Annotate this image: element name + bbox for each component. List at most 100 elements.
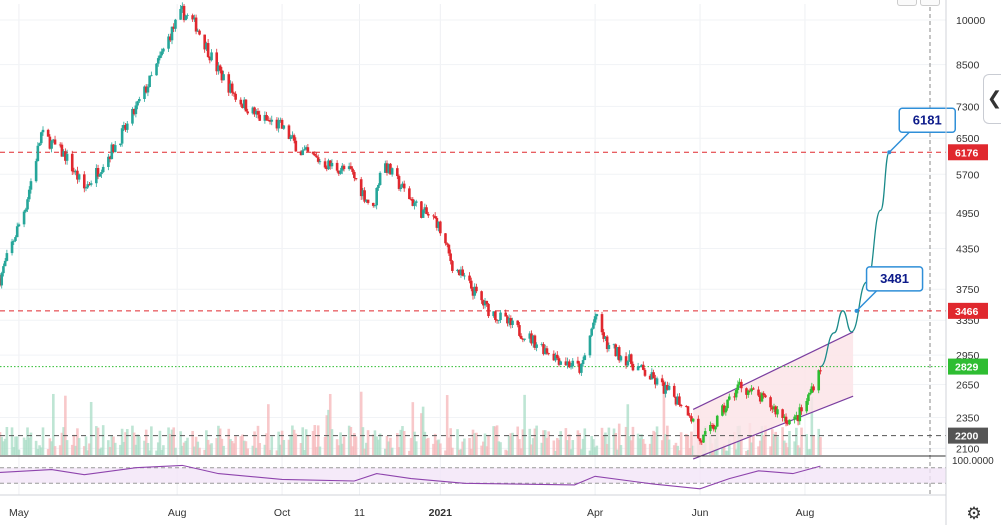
candle-body bbox=[396, 168, 399, 177]
candle-body bbox=[788, 419, 791, 425]
candle-body bbox=[385, 163, 389, 173]
candle-body bbox=[614, 344, 618, 357]
volume-bar bbox=[643, 443, 647, 455]
volume-bar bbox=[303, 449, 306, 455]
candle-body bbox=[734, 389, 738, 398]
volume-bar bbox=[10, 427, 14, 455]
candle-body bbox=[463, 275, 466, 277]
candle-body bbox=[399, 187, 403, 189]
volume-bar bbox=[473, 433, 477, 455]
volume-bar bbox=[218, 428, 222, 455]
top-toolbar-button[interactable] bbox=[897, 0, 917, 6]
projection-line bbox=[820, 151, 890, 368]
candle-body bbox=[342, 165, 346, 170]
candle-body bbox=[655, 378, 659, 385]
volume-bar bbox=[270, 436, 274, 455]
y-tick-label: 8500 bbox=[956, 60, 980, 72]
volume-bar bbox=[402, 431, 406, 455]
candle-body bbox=[559, 361, 563, 365]
candle-body bbox=[10, 241, 14, 254]
candle-body bbox=[449, 253, 452, 262]
candle-body bbox=[234, 93, 237, 100]
gear-icon[interactable]: ⚙ bbox=[966, 504, 982, 523]
candle-body bbox=[684, 406, 688, 407]
volume-bar bbox=[62, 427, 65, 455]
candle-body bbox=[595, 314, 599, 317]
callout-pointer bbox=[856, 290, 878, 312]
candle-body bbox=[349, 166, 353, 169]
candle-body bbox=[772, 406, 776, 410]
volume-bar bbox=[817, 428, 821, 455]
candle-body bbox=[784, 416, 788, 424]
volume-bar bbox=[325, 415, 329, 455]
candle-body bbox=[511, 320, 514, 325]
volume-bar bbox=[120, 428, 124, 455]
volume-bar bbox=[82, 446, 86, 455]
price-level-label: 2200 bbox=[955, 431, 979, 443]
volume-bar bbox=[88, 443, 91, 455]
volume-bar bbox=[222, 445, 225, 455]
volume-bar bbox=[475, 432, 478, 455]
volume-bar bbox=[186, 437, 189, 455]
volume-bar bbox=[750, 442, 753, 455]
volume-bar bbox=[533, 428, 537, 455]
candle-body bbox=[750, 388, 753, 392]
volume-bar bbox=[227, 428, 231, 455]
volume-bar bbox=[174, 447, 177, 455]
volume-bar bbox=[107, 440, 110, 455]
candle-body bbox=[217, 65, 220, 72]
candle-body bbox=[602, 332, 606, 339]
candle-body bbox=[48, 136, 52, 149]
volume-bar bbox=[612, 428, 616, 455]
candle-body bbox=[76, 170, 79, 180]
candle-body bbox=[184, 15, 188, 21]
candle-body bbox=[390, 168, 394, 175]
volume-bar bbox=[354, 436, 358, 455]
volume-bar bbox=[143, 440, 146, 455]
volume-bar bbox=[509, 433, 513, 455]
candle-body bbox=[456, 269, 459, 271]
candle-body bbox=[120, 128, 124, 144]
candle-body bbox=[150, 75, 153, 77]
volume-bar bbox=[660, 440, 664, 455]
candle-body bbox=[280, 119, 284, 129]
y-tick-label: 2100 bbox=[956, 443, 980, 455]
candle-body bbox=[155, 63, 158, 76]
volume-bar bbox=[507, 435, 511, 455]
volume-bar bbox=[784, 442, 788, 455]
volume-bar bbox=[511, 432, 514, 455]
volume-bar bbox=[733, 432, 736, 455]
candle-body bbox=[764, 395, 767, 398]
candle-body bbox=[796, 415, 800, 422]
candle-body bbox=[327, 160, 330, 170]
volume-bar bbox=[576, 430, 580, 455]
channel-lower-line bbox=[692, 395, 854, 460]
candle-body bbox=[568, 361, 571, 368]
candle-body bbox=[277, 120, 280, 129]
chevron-left-icon[interactable]: ❮ bbox=[983, 74, 1001, 124]
volume-bar bbox=[523, 394, 526, 455]
volume-bar bbox=[640, 434, 643, 455]
volume-bar bbox=[330, 429, 334, 455]
top-toolbar-button[interactable] bbox=[920, 0, 940, 6]
volume-bar bbox=[518, 439, 521, 455]
candle-body bbox=[318, 161, 322, 163]
candle-body bbox=[523, 338, 526, 340]
volume-bar bbox=[220, 438, 224, 455]
volume-bar bbox=[363, 448, 366, 455]
candle-body bbox=[487, 303, 490, 317]
candle-body bbox=[77, 174, 81, 180]
candle-body bbox=[494, 311, 497, 320]
candle-body bbox=[758, 395, 762, 402]
candle-body bbox=[516, 320, 520, 326]
volume-bar bbox=[604, 432, 607, 455]
volume-bar bbox=[772, 433, 776, 455]
price-level-badge bbox=[948, 302, 988, 319]
volume-bar bbox=[148, 450, 151, 455]
candle-body bbox=[389, 163, 392, 175]
candle-body bbox=[483, 300, 487, 306]
trend-channel bbox=[692, 331, 854, 460]
volume-bar bbox=[626, 404, 630, 455]
